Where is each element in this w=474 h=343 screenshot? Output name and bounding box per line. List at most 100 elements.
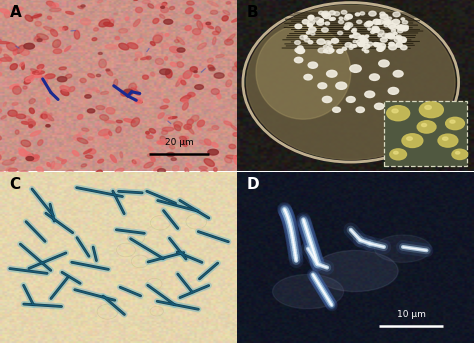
Ellipse shape (421, 123, 427, 127)
Ellipse shape (194, 15, 201, 19)
Ellipse shape (65, 74, 72, 78)
Ellipse shape (388, 35, 395, 39)
Ellipse shape (0, 171, 7, 177)
Ellipse shape (53, 49, 62, 54)
Ellipse shape (199, 140, 206, 145)
Ellipse shape (327, 70, 337, 77)
Ellipse shape (143, 75, 148, 79)
Ellipse shape (109, 131, 112, 136)
Ellipse shape (309, 17, 313, 20)
Ellipse shape (148, 4, 154, 8)
Ellipse shape (180, 136, 187, 141)
Ellipse shape (392, 29, 396, 32)
Ellipse shape (37, 64, 44, 69)
Ellipse shape (198, 127, 201, 130)
Ellipse shape (380, 14, 388, 19)
Ellipse shape (114, 13, 118, 15)
Ellipse shape (52, 163, 62, 169)
Ellipse shape (456, 152, 460, 154)
Ellipse shape (21, 63, 24, 70)
Ellipse shape (85, 88, 92, 95)
Ellipse shape (187, 119, 193, 125)
Ellipse shape (158, 67, 162, 69)
Ellipse shape (96, 106, 105, 110)
Ellipse shape (181, 80, 186, 85)
Ellipse shape (115, 36, 119, 40)
Ellipse shape (38, 140, 43, 145)
Ellipse shape (110, 155, 117, 163)
Ellipse shape (160, 69, 170, 75)
Ellipse shape (183, 73, 190, 78)
Ellipse shape (360, 35, 365, 39)
Ellipse shape (401, 26, 408, 31)
Ellipse shape (231, 125, 237, 131)
Ellipse shape (307, 24, 311, 26)
Ellipse shape (154, 166, 161, 171)
Ellipse shape (43, 113, 51, 121)
Ellipse shape (322, 96, 332, 103)
Ellipse shape (371, 31, 375, 34)
Ellipse shape (380, 46, 385, 49)
Ellipse shape (199, 166, 207, 169)
Ellipse shape (26, 76, 34, 82)
Ellipse shape (197, 43, 207, 49)
Ellipse shape (393, 12, 400, 17)
Ellipse shape (314, 17, 321, 22)
Ellipse shape (123, 92, 128, 96)
Ellipse shape (31, 155, 39, 162)
Ellipse shape (208, 149, 219, 155)
Ellipse shape (197, 21, 203, 29)
Ellipse shape (385, 34, 392, 38)
Ellipse shape (396, 43, 402, 46)
Ellipse shape (353, 40, 357, 43)
Ellipse shape (450, 120, 455, 123)
Ellipse shape (308, 15, 314, 20)
Ellipse shape (81, 5, 85, 7)
Ellipse shape (121, 91, 133, 96)
Ellipse shape (169, 145, 175, 149)
Ellipse shape (184, 124, 191, 129)
Ellipse shape (384, 24, 389, 27)
Ellipse shape (190, 67, 197, 72)
Ellipse shape (359, 36, 365, 40)
Ellipse shape (389, 45, 397, 50)
Ellipse shape (70, 0, 77, 1)
Ellipse shape (394, 37, 401, 42)
Ellipse shape (319, 11, 324, 14)
Ellipse shape (115, 168, 124, 173)
Ellipse shape (47, 16, 52, 19)
Ellipse shape (319, 20, 322, 22)
Ellipse shape (105, 121, 115, 123)
Ellipse shape (50, 29, 58, 36)
Ellipse shape (384, 19, 390, 23)
Ellipse shape (106, 45, 118, 49)
Ellipse shape (165, 69, 172, 78)
Ellipse shape (388, 23, 396, 28)
Ellipse shape (49, 113, 52, 117)
Ellipse shape (151, 153, 160, 158)
Ellipse shape (325, 41, 331, 45)
Ellipse shape (322, 11, 329, 16)
Ellipse shape (148, 147, 154, 150)
Ellipse shape (153, 19, 159, 23)
Ellipse shape (23, 86, 27, 89)
Ellipse shape (354, 33, 357, 35)
Ellipse shape (25, 15, 33, 21)
Ellipse shape (365, 50, 369, 53)
Ellipse shape (88, 74, 95, 78)
Ellipse shape (360, 12, 365, 15)
Ellipse shape (353, 28, 356, 31)
Ellipse shape (325, 48, 333, 54)
Ellipse shape (57, 76, 67, 82)
Ellipse shape (146, 56, 151, 59)
Ellipse shape (342, 47, 346, 50)
Ellipse shape (226, 80, 232, 87)
Ellipse shape (344, 17, 349, 20)
Ellipse shape (185, 8, 193, 14)
Ellipse shape (158, 113, 164, 118)
Ellipse shape (373, 27, 378, 30)
Ellipse shape (99, 52, 102, 55)
Ellipse shape (362, 48, 366, 51)
Ellipse shape (32, 71, 45, 74)
Ellipse shape (182, 102, 188, 110)
